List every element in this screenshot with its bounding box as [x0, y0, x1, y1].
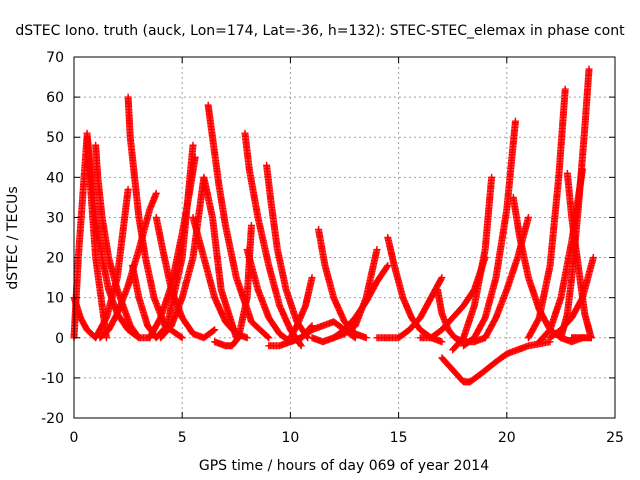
- data-point: [585, 65, 593, 73]
- data-point: [191, 153, 199, 161]
- data-series-22: [384, 234, 446, 346]
- data-point: [264, 333, 272, 341]
- data-point: [308, 274, 316, 282]
- y-tick-label: 60: [46, 90, 64, 106]
- data-series-14: [241, 129, 305, 350]
- data-point: [438, 338, 446, 346]
- y-tick-label: 70: [46, 50, 64, 66]
- x-tick-label: 5: [178, 430, 187, 446]
- data-point: [589, 254, 597, 262]
- x-tick-label: 20: [498, 430, 516, 446]
- data-point: [243, 334, 251, 342]
- y-tick-label: 10: [46, 291, 64, 307]
- data-point: [384, 262, 392, 270]
- data-point: [247, 221, 255, 229]
- data-series-27: [449, 173, 496, 354]
- data-point: [134, 333, 142, 341]
- data-point: [177, 333, 185, 341]
- data-series-31: [524, 85, 569, 342]
- data-point: [178, 334, 186, 342]
- x-tick-label: 25: [606, 430, 624, 446]
- y-axis-label: dSTEC / TECUs: [5, 186, 21, 289]
- data-point: [561, 85, 569, 93]
- data-point: [209, 327, 217, 335]
- data-series-4: [92, 141, 143, 342]
- plot-frame: [73, 56, 616, 419]
- data-point: [511, 117, 519, 125]
- data-point: [152, 189, 160, 197]
- data-point: [265, 334, 273, 342]
- data-point: [297, 342, 305, 350]
- data-series-20: [308, 246, 381, 346]
- data-point: [524, 213, 532, 221]
- data-series-9: [146, 153, 199, 342]
- data-series-34: [563, 169, 595, 342]
- x-tick-label: 15: [390, 430, 408, 446]
- data-point: [438, 274, 446, 282]
- data-point: [587, 334, 595, 342]
- y-tick-label: 0: [55, 331, 64, 347]
- y-tick-label: 40: [46, 170, 64, 186]
- data-series-26: [438, 338, 554, 386]
- data-point: [135, 334, 143, 342]
- data-point: [373, 246, 381, 254]
- axes: 0 5 10 15 20 25 -20 -10 0 10 20 30 40 50 60 70: [41, 50, 624, 446]
- x-tick-label: 10: [281, 430, 299, 446]
- data-point: [437, 275, 445, 283]
- data-series-28: [460, 117, 519, 350]
- y-tick-label: -20: [41, 411, 64, 427]
- y-tick-label: -10: [41, 371, 64, 387]
- data-point: [124, 185, 132, 193]
- data-series-18: [286, 274, 316, 342]
- x-axis-label: GPS time / hours of day 069 of year 2014: [199, 458, 489, 474]
- data-point: [189, 141, 197, 149]
- grid-lines: [74, 57, 615, 418]
- y-tick-label: 20: [46, 251, 64, 267]
- data-series-3: [83, 129, 154, 342]
- x-tick-label: 0: [70, 430, 79, 446]
- data-series-12: [204, 101, 273, 342]
- data-points: [70, 65, 597, 386]
- data-point: [211, 326, 219, 334]
- y-tick-label: 50: [46, 130, 64, 146]
- data-series-36: [568, 334, 595, 342]
- y-tick-label: 30: [46, 210, 64, 226]
- chart-title: dSTEC Iono. truth (auck, Lon=174, Lat=-3…: [15, 23, 625, 39]
- data-point: [488, 173, 496, 181]
- data-series-21: [330, 262, 392, 342]
- data-point: [362, 334, 370, 342]
- data-point: [296, 341, 304, 349]
- data-point: [383, 263, 391, 271]
- data-series-35: [546, 254, 597, 342]
